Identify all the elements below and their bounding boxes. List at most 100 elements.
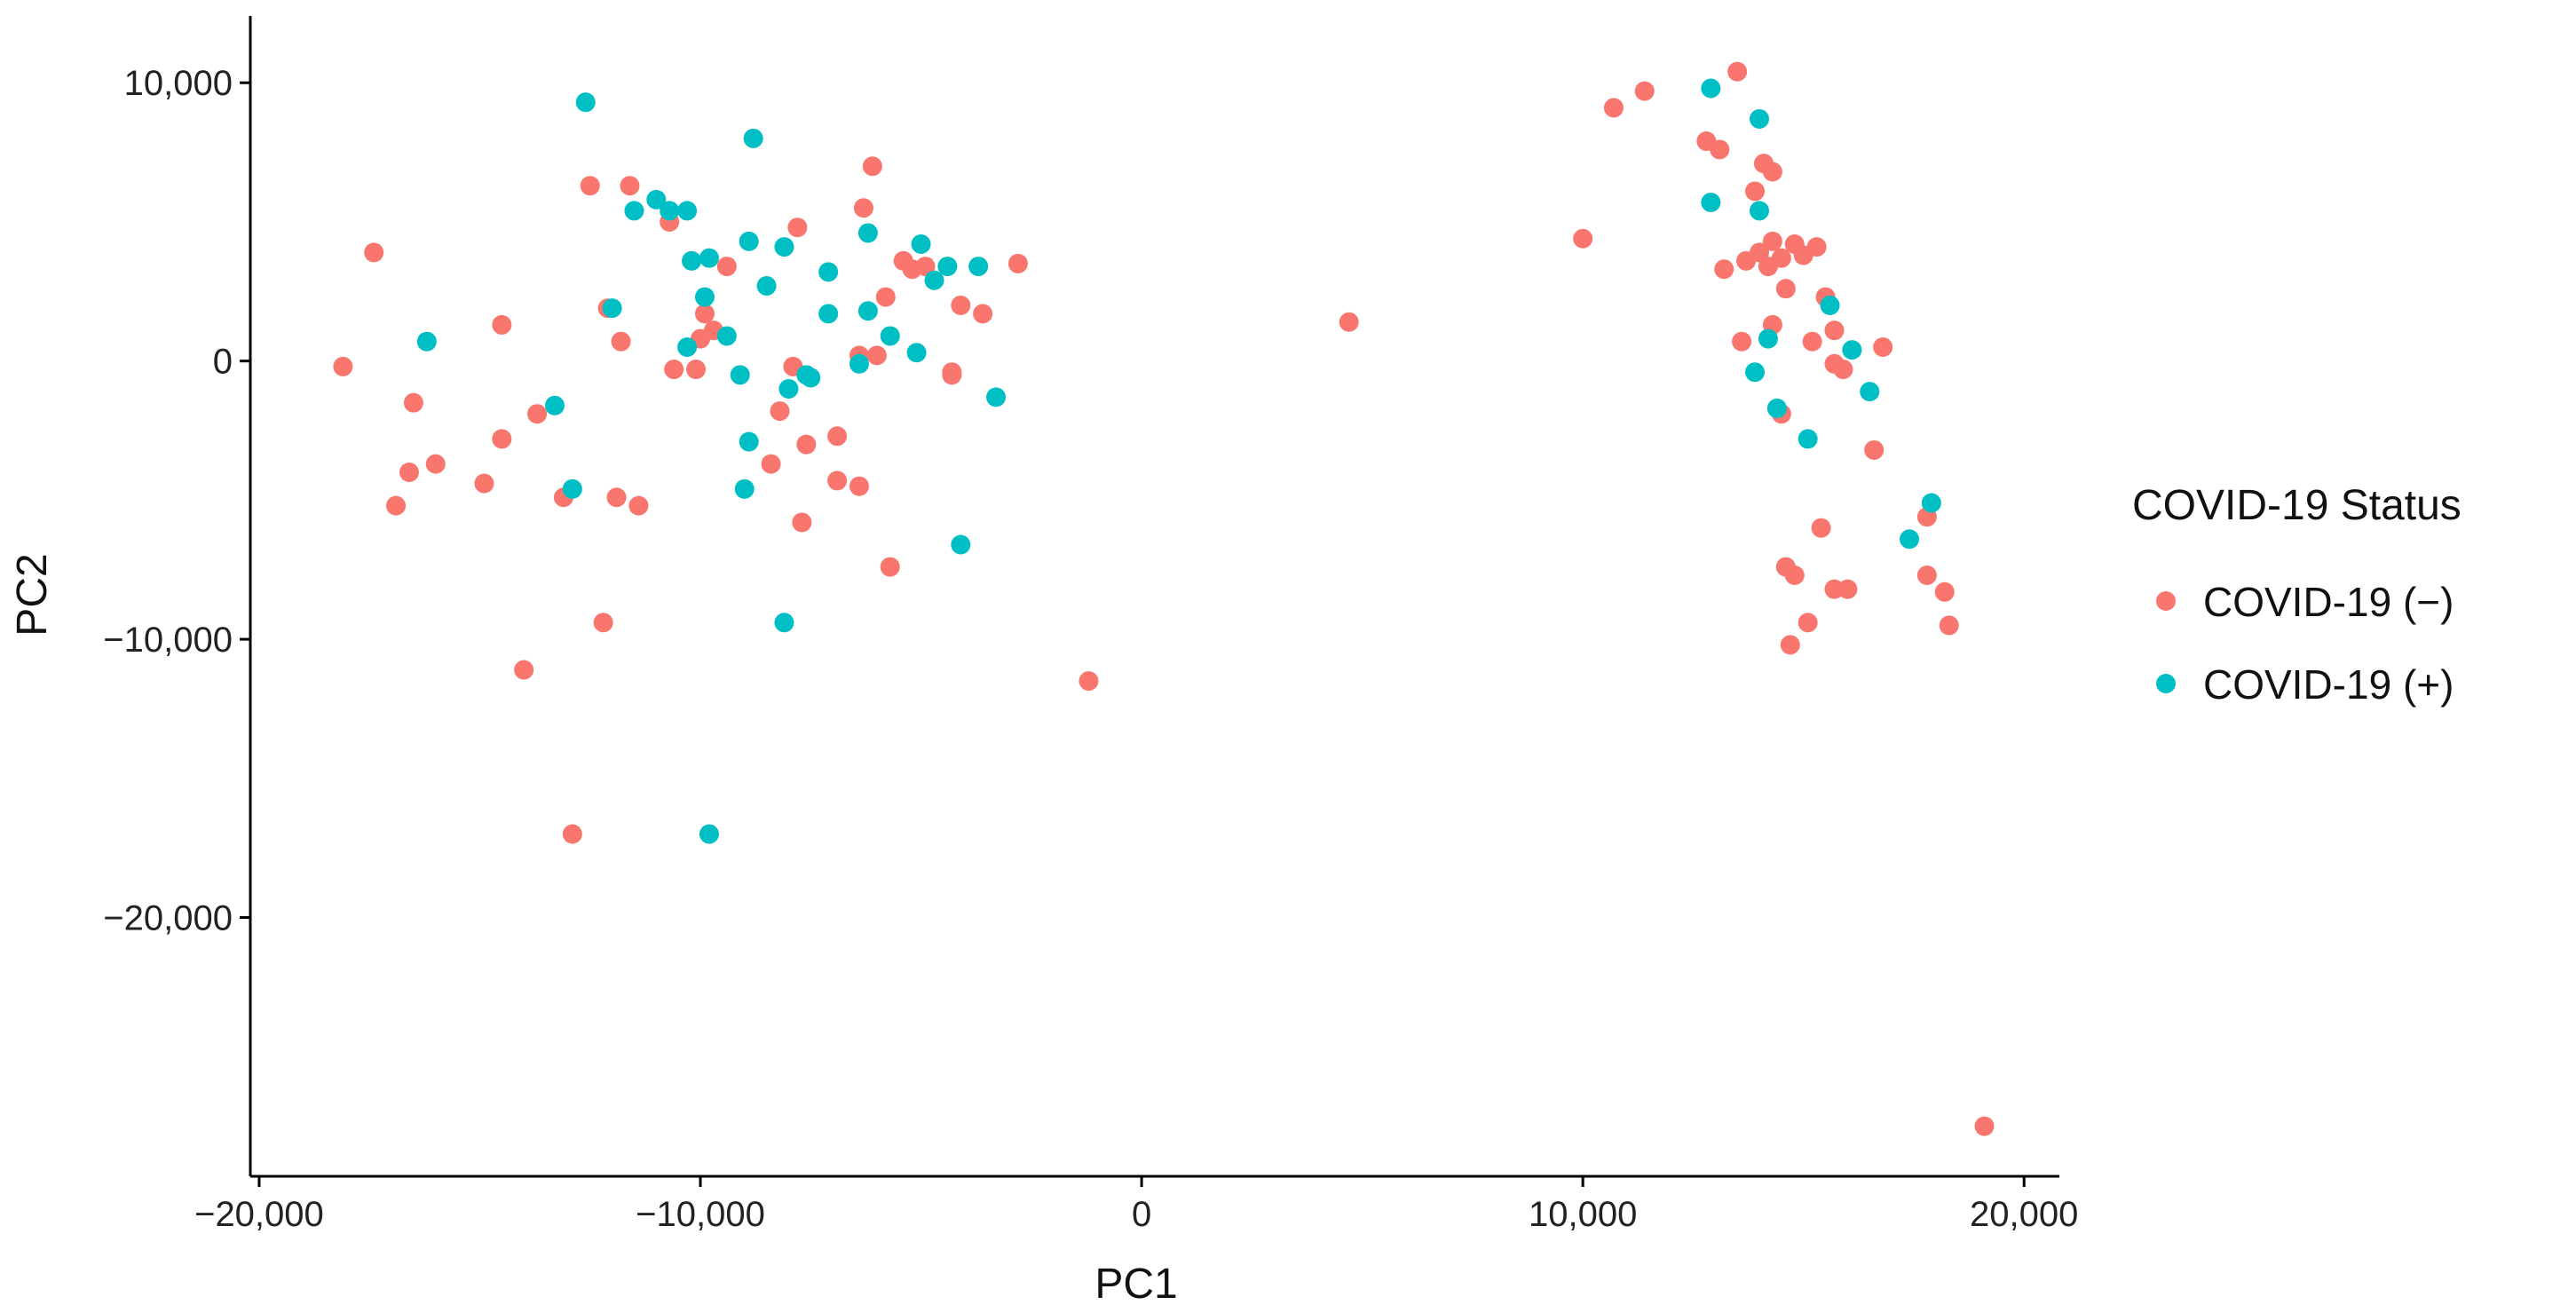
data-point-positive (1749, 108, 1769, 129)
data-point-negative (386, 495, 407, 516)
data-point-positive (1860, 382, 1880, 402)
data-point-negative (333, 356, 353, 376)
data-point-positive (1745, 362, 1766, 383)
legend-label-negative: COVID-19 (−) (2203, 579, 2454, 625)
data-point-positive (743, 128, 763, 148)
data-point-negative (620, 176, 640, 196)
points-layer (333, 61, 1995, 1136)
data-point-positive (1921, 493, 1941, 513)
data-point-negative (1573, 228, 1593, 249)
data-point-negative (1771, 248, 1791, 268)
data-point-negative (942, 365, 962, 385)
data-point-positive (699, 824, 719, 844)
data-point-negative (1833, 360, 1853, 380)
data-point-negative (716, 257, 737, 277)
x-tick-label: 10,000 (1529, 1195, 1637, 1234)
data-point-positive (1798, 429, 1818, 449)
data-point-negative (1824, 320, 1845, 341)
data-point-negative (770, 401, 790, 422)
data-point-negative (1749, 242, 1769, 263)
data-point-negative (1714, 259, 1734, 280)
data-point-negative (1775, 279, 1796, 299)
data-point-negative (915, 257, 936, 277)
data-point-positive (730, 365, 750, 385)
data-point-positive (1820, 295, 1840, 315)
data-point-negative (1974, 1116, 1995, 1136)
data-point-negative (1864, 439, 1885, 460)
data-point-positive (416, 331, 437, 352)
y-axis-title: PC2 (9, 553, 56, 636)
legend: COVID-19 Status COVID-19 (−) COVID-19 (+… (2132, 482, 2461, 708)
data-point-positive (1701, 78, 1721, 99)
data-point-positive (801, 368, 821, 388)
data-point-negative (792, 512, 812, 533)
data-point-negative (1007, 253, 1028, 273)
data-point-positive (739, 431, 759, 452)
data-point-positive (924, 270, 944, 290)
data-point-positive (677, 336, 698, 357)
x-tick-label: −20,000 (194, 1195, 324, 1234)
data-point-negative (562, 824, 582, 844)
legend-marker-positive (2156, 674, 2176, 693)
data-point-negative (853, 198, 873, 218)
data-point-positive (857, 301, 878, 321)
data-point-negative (514, 660, 534, 680)
data-point-negative (1780, 635, 1800, 655)
data-point-negative (761, 454, 781, 474)
data-point-negative (606, 487, 627, 508)
data-point-positive (857, 223, 878, 243)
data-point-positive (911, 234, 931, 255)
data-point-negative (492, 314, 512, 335)
data-point-positive (818, 262, 839, 282)
data-point-negative (1634, 81, 1655, 101)
data-point-negative (1916, 565, 1937, 585)
data-point-negative (1710, 139, 1730, 160)
data-point-negative (1732, 331, 1752, 352)
data-point-negative (1811, 518, 1831, 538)
data-point-positive (774, 613, 794, 633)
legend-title: COVID-19 Status (2132, 482, 2461, 529)
data-point-negative (474, 473, 494, 494)
data-point-positive (986, 387, 1007, 407)
data-point-negative (593, 613, 613, 633)
x-axis-ticks: −20,000 −10,000 0 10,000 20,000 (194, 1176, 2078, 1234)
data-point-negative (1802, 331, 1822, 352)
x-tick-label: −10,000 (636, 1195, 765, 1234)
data-point-positive (1749, 201, 1769, 221)
data-point-positive (880, 326, 900, 346)
data-point-positive (646, 189, 667, 210)
data-point-positive (624, 201, 644, 221)
data-point-positive (562, 479, 582, 499)
data-point-positive (1758, 328, 1778, 349)
data-point-negative (1603, 98, 1624, 118)
data-point-negative (880, 557, 900, 577)
data-point-negative (425, 454, 446, 474)
data-point-negative (1934, 581, 1955, 602)
data-point-negative (399, 463, 419, 483)
data-point-positive (906, 343, 927, 363)
data-point-negative (1784, 565, 1805, 585)
data-point-positive (734, 479, 755, 499)
data-point-negative (492, 429, 512, 449)
data-point-negative (796, 434, 817, 455)
data-point-positive (677, 201, 698, 221)
y-tick-label: 0 (213, 343, 233, 382)
data-point-positive (774, 237, 794, 257)
data-point-negative (787, 218, 808, 238)
data-point-negative (827, 426, 848, 447)
data-point-negative (1339, 312, 1359, 332)
data-point-positive (660, 201, 680, 221)
data-point-negative (849, 476, 869, 496)
data-point-negative (1079, 671, 1099, 692)
data-point-positive (1766, 398, 1787, 418)
data-point-positive (1701, 192, 1721, 212)
data-point-negative (664, 360, 684, 380)
y-tick-label: −20,000 (103, 899, 233, 938)
data-point-positive (575, 92, 596, 113)
data-point-negative (875, 287, 896, 307)
data-point-positive (682, 250, 702, 271)
data-point-negative (1745, 181, 1766, 202)
data-point-negative (1727, 61, 1748, 82)
data-point-positive (1842, 340, 1862, 360)
data-point-negative (527, 404, 548, 424)
